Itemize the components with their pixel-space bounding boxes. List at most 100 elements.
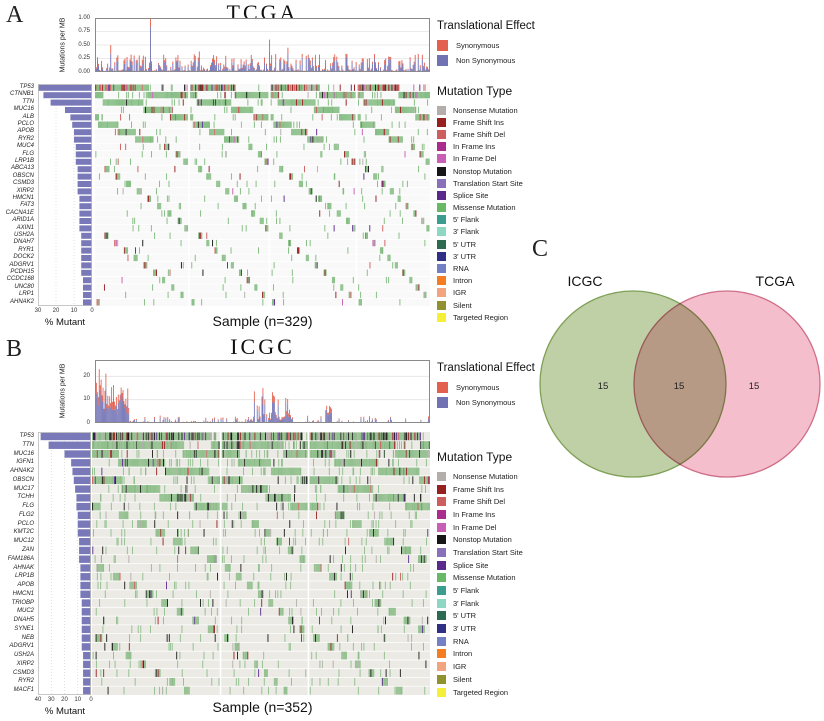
legend-label: Frame Shift Ins [453,484,504,494]
legend-label: 3' UTR [453,624,477,634]
gene-label: FAM186A [7,555,34,562]
tcga-pct-mutant-bars [38,84,92,306]
legend-item: Nonstop Mutation [437,165,597,177]
legend-item: Translation Start Site [437,546,597,559]
legend-item: Targeted Region [437,686,597,699]
legend-item: Translation Start Site [437,177,597,189]
mutation-type-swatch [437,547,446,557]
gene-label: HMCN1 [12,590,34,597]
legend-item: Frame Shift Del [437,128,597,140]
legend-label: Targeted Region [453,687,509,697]
mutation-type-swatch [437,611,446,621]
mutation-type-swatch [437,497,446,507]
venn-diagram [539,290,821,478]
gene-label: AHNAK2 [9,468,34,475]
legend-item: Missense Mutation [437,572,597,585]
legend-label: Frame Shift Ins [453,117,504,127]
legend-label: In Frame Del [453,154,497,164]
mutation-type-swatch [437,522,446,532]
gene-label: NEB [21,634,34,641]
legend-label: Nonsense Mutation [453,105,518,115]
legend-item: Splice Site [437,189,597,201]
panel-b-label: B [6,336,23,362]
axis-tick-label: 0 [86,419,90,426]
legend-title: Translational Effect [437,20,535,32]
gene-label: FLG [22,150,34,157]
tcga-oncoplot-heatmap [95,84,430,306]
gene-label: OBSCN [12,476,34,483]
legend-item: 3' Flank [437,597,597,610]
gene-label: SYNE1 [14,625,34,632]
legend-item: Nonstop Mutation [437,533,597,546]
mutation-type-swatch [437,312,446,322]
axis-tick-label: 1.00 [78,14,90,21]
legend-item: Nonsense Mutation [437,470,597,483]
legend-item: In Frame Del [437,153,597,165]
gene-label: DNAH7 [13,239,34,246]
mutation-type-swatch [437,484,446,494]
legend-item: In Frame Ins [437,508,597,521]
mutation-type-swatch [437,142,446,152]
legend-item: 3' UTR [437,250,597,262]
gene-label: APOB [17,582,34,589]
gene-label: CSMD3 [12,180,34,187]
mutation-type-swatch [437,598,446,608]
legend-item: In Frame Del [437,521,597,534]
gene-label: TP53 [19,433,34,439]
legend-item: Targeted Region [437,311,597,323]
axis-tick-label: 10 [70,308,78,314]
legend-label: 5' UTR [453,239,477,249]
axis-tick-label: 20 [61,697,68,703]
mutation-type-swatch [437,535,446,545]
legend-item: In Frame Ins [437,141,597,153]
gene-label: AXIN1 [16,224,34,231]
legend-label: Nonstop Mutation [453,166,512,176]
legend-label: 3' Flank [453,227,480,237]
gene-label: TTN [22,98,34,105]
mutation-type-swatch [437,674,446,684]
mutation-type-swatch [437,129,446,139]
panel-c-label: C [532,236,549,262]
legend-label: Silent [453,300,472,310]
icgc-pct-mutant-bars [38,432,91,695]
gene-label: FAT3 [20,202,34,209]
legend-item: Intron [437,648,597,661]
gene-label: MUC16 [13,450,34,457]
legend-label: In Frame Ins [453,142,496,152]
gene-label: ALB [22,113,34,120]
venn-count-overlap: 15 [673,381,685,392]
icgc-gene-labels: TP53 TTN MUC16 IGFN1 AHNAK2 OBSCN MUC17 TCHH FLG… [0,432,36,695]
legend-item: Synonymous [437,382,597,393]
legend-label: 5' Flank [453,586,480,596]
legend-item: 5' UTR [437,610,597,623]
legend-label: Frame Shift Del [453,497,506,507]
translational-effect-swatch [437,40,448,51]
gene-label: PCLO [17,121,34,127]
mutation-type-swatch [437,251,446,261]
mutation-type-swatch [437,117,446,127]
gene-label: AHNAK [13,564,34,571]
legend-item: Silent [437,299,597,311]
mutation-type-swatch [437,560,446,570]
venn-left-set-label: ICGC [567,273,603,289]
gene-label: LRP1B [14,573,34,580]
legend-label: In Frame Ins [453,509,496,519]
mutation-type-swatch [437,154,446,164]
tcga-mutations-per-mb-barchart [95,18,430,72]
legend-label: Splice Site [453,560,489,570]
legend-label: Intron [453,649,473,659]
mutation-type-swatch [437,471,446,481]
venn-circle-tcga [633,290,821,478]
axis-tick-label: 30 [47,697,55,703]
gene-label: MUC12 [13,538,34,545]
gene-label: TCHH [17,494,34,501]
gene-label: PCDH15 [10,269,34,275]
legend-label: 3' Flank [453,598,480,608]
legend-label: Nonsense Mutation [453,471,518,481]
legend-label: Synonymous [456,41,500,50]
legend-label: Non Synonymous [456,398,516,407]
legend-label: Targeted Region [453,312,509,322]
legend-item: IGR [437,287,597,299]
gene-label: MUC4 [16,143,34,150]
gene-label: TRIOBP [11,599,34,606]
